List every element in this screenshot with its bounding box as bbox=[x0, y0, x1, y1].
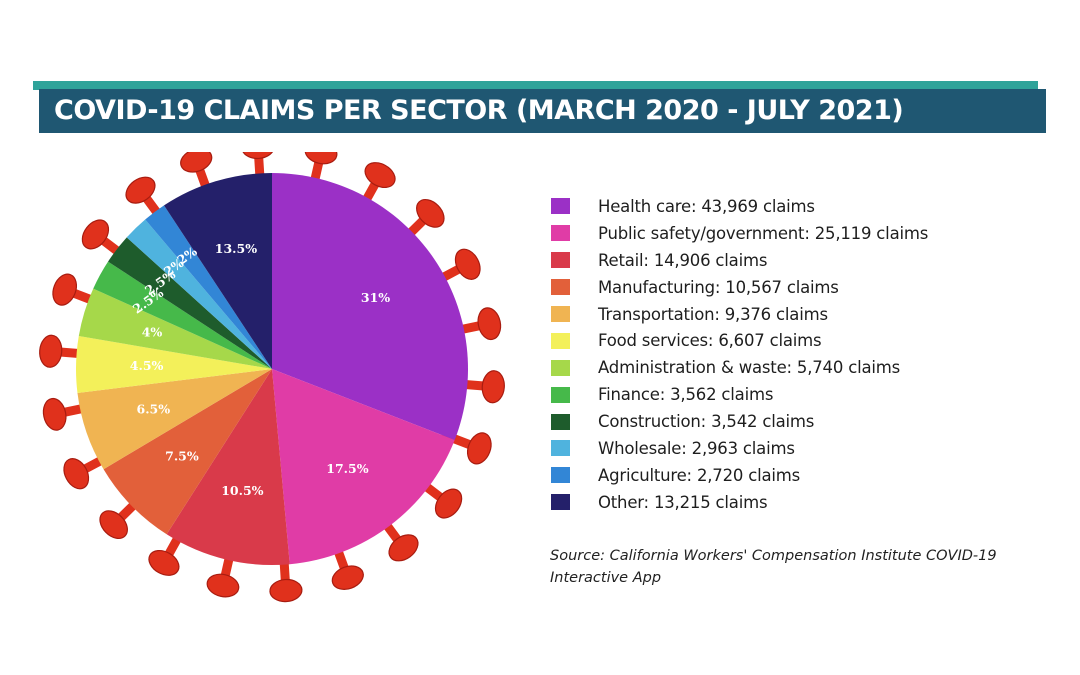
legend-swatch bbox=[551, 413, 570, 430]
pie-slice-public-safety-government bbox=[272, 369, 455, 565]
pie-slice-agriculture bbox=[145, 205, 272, 369]
pie-slice-health-care bbox=[272, 173, 469, 441]
pie-chart: 31%17.5%10.5%7.5%6.5%4.5%4%2.5%2.5%2%2% 1… bbox=[39, 152, 505, 603]
slice-percent-label: 6.5% bbox=[137, 402, 171, 417]
legend-label: Administration & waste: 5,740 claims bbox=[598, 358, 901, 378]
spike-head bbox=[81, 219, 110, 250]
spike-head bbox=[241, 152, 275, 160]
legend-swatch bbox=[551, 467, 570, 484]
slice-percent-label: 7.5% bbox=[165, 448, 199, 463]
spike-head bbox=[331, 565, 364, 590]
slice-percent-label: 31% bbox=[361, 290, 390, 305]
spike-head bbox=[477, 307, 502, 341]
legend-label: Public safety/government: 25,119 claims bbox=[598, 223, 929, 243]
pie-slice-construction bbox=[108, 237, 273, 369]
spike-head bbox=[388, 534, 419, 562]
legend-item: Finance: 3,562 claims bbox=[551, 381, 928, 408]
legend-label: Construction: 3,542 claims bbox=[598, 412, 815, 432]
spike-head bbox=[42, 397, 67, 431]
legend-label: Food services: 6,607 claims bbox=[598, 331, 822, 351]
legend-label: Agriculture: 2,720 claims bbox=[598, 465, 801, 485]
legend-item: Agriculture: 2,720 claims bbox=[551, 462, 928, 489]
legend-swatch bbox=[551, 198, 570, 215]
slice-percent-label: 4% bbox=[142, 324, 163, 339]
legend-label: Wholesale: 2,963 claims bbox=[598, 438, 795, 458]
legend-item: Construction: 3,542 claims bbox=[551, 408, 928, 435]
legend-swatch bbox=[551, 225, 570, 242]
virus-spikes bbox=[39, 152, 505, 603]
legend-swatch bbox=[551, 359, 570, 376]
legend-label: Health care: 43,969 claims bbox=[598, 196, 815, 216]
pie-slice-administration-waste bbox=[78, 288, 272, 369]
legend-swatch bbox=[551, 386, 570, 403]
legend-label: Transportation: 9,376 claims bbox=[598, 304, 828, 324]
spike-head bbox=[269, 578, 303, 603]
spike-head bbox=[125, 176, 156, 204]
legend-item: Health care: 43,969 claims bbox=[551, 193, 928, 220]
legend-item: Food services: 6,607 claims bbox=[551, 327, 928, 354]
pie-slice-finance bbox=[93, 261, 272, 369]
legend-swatch bbox=[551, 440, 570, 457]
title-banner bbox=[39, 89, 1046, 133]
legend-item: Wholesale: 2,963 claims bbox=[551, 435, 928, 462]
pie-slice-other bbox=[164, 173, 272, 369]
slice-percent-label: 10.5% bbox=[221, 483, 263, 498]
spike-head bbox=[434, 488, 463, 519]
title-accent-bar bbox=[33, 81, 1038, 90]
legend-item: Public safety/government: 25,119 claims bbox=[551, 220, 928, 247]
spike-head bbox=[148, 549, 180, 576]
spike-head bbox=[52, 273, 78, 306]
legend-label: Other: 13,215 claims bbox=[598, 492, 768, 512]
legend-label: Retail: 14,906 claims bbox=[598, 250, 768, 270]
legend-item: Retail: 14,906 claims bbox=[551, 247, 928, 274]
pie-slice-retail bbox=[166, 369, 290, 565]
chart-title: COVID-19 CLAIMS PER SECTOR (MARCH 2020 -… bbox=[54, 95, 904, 126]
legend-swatch bbox=[551, 494, 570, 511]
spike-head bbox=[39, 334, 63, 368]
spike-head bbox=[206, 573, 240, 598]
spike-head bbox=[180, 152, 213, 173]
spike-head bbox=[304, 152, 338, 165]
pie-slice-manufacturing bbox=[103, 369, 273, 535]
legend-swatch bbox=[551, 332, 570, 349]
spike-head bbox=[63, 458, 90, 490]
pie-slice-wholesale bbox=[126, 219, 272, 369]
legend-label: Manufacturing: 10,567 claims bbox=[598, 277, 839, 297]
spike-head bbox=[466, 432, 492, 465]
spike-head bbox=[454, 248, 481, 280]
chart-legend: Health care: 43,969 claims Public safety/… bbox=[551, 193, 928, 516]
spike-head bbox=[364, 162, 396, 189]
pie-slices bbox=[76, 173, 469, 565]
legend-swatch bbox=[551, 306, 570, 322]
pie-slice-transportation bbox=[77, 369, 272, 470]
legend-swatch bbox=[551, 252, 570, 269]
legend-label: Finance: 3,562 claims bbox=[598, 385, 774, 405]
spike-head bbox=[416, 199, 445, 228]
legend-item: Manufacturing: 10,567 claims bbox=[551, 274, 928, 301]
source-note: Source: California Workers' Compensation… bbox=[550, 548, 997, 586]
legend-item: Transportation: 9,376 claims bbox=[551, 301, 928, 328]
slice-percent-label: 4.5% bbox=[130, 358, 164, 373]
legend-item: Administration & waste: 5,740 claims bbox=[551, 354, 928, 381]
spike-head bbox=[99, 510, 128, 539]
legend-item: Other: 13,215 claims bbox=[551, 489, 928, 516]
slice-percent-label: 13.5% bbox=[215, 241, 257, 256]
spike-head bbox=[481, 370, 505, 404]
legend-swatch bbox=[551, 279, 570, 296]
slice-percent-label: 17.5% bbox=[326, 461, 368, 476]
pie-slice-food-services bbox=[76, 336, 272, 393]
